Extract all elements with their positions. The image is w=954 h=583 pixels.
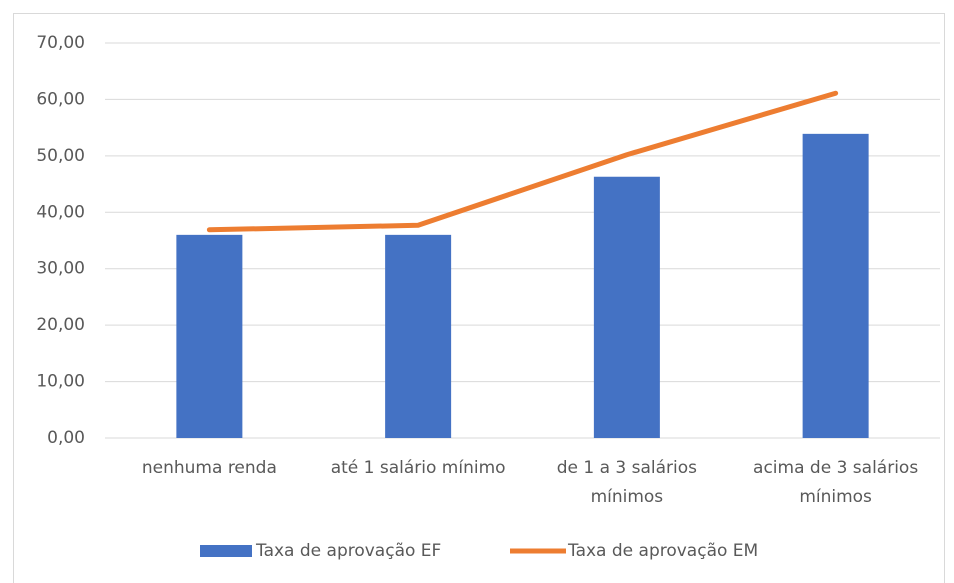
y-tick-label: 10,00 [36,372,85,392]
x-tick-label: até 1 salário mínimo [330,458,506,478]
y-tick-label: 70,00 [36,33,85,53]
y-tick-label: 60,00 [36,89,85,109]
y-tick-label: 20,00 [36,315,85,335]
bar [176,234,243,438]
y-tick-label: 50,00 [36,146,85,166]
x-tick-label: nenhuma renda [141,458,277,478]
bar [385,234,452,438]
y-tick-label: 40,00 [36,202,85,222]
legend-label: Taxa de aprovação EM [567,541,758,561]
x-tick-label: de 1 a 3 salários mínimos [556,458,698,507]
chart-border [13,13,945,583]
legend-label: Taxa de aprovação EF [255,541,441,561]
y-tick-label: 0,00 [47,428,85,448]
line [206,90,839,233]
y-tick-label: 30,00 [36,259,85,279]
bar [802,133,869,438]
x-tick-label: acima de 3 salários mínimos [753,458,919,507]
legend-swatch [200,545,252,557]
bar [593,176,660,438]
